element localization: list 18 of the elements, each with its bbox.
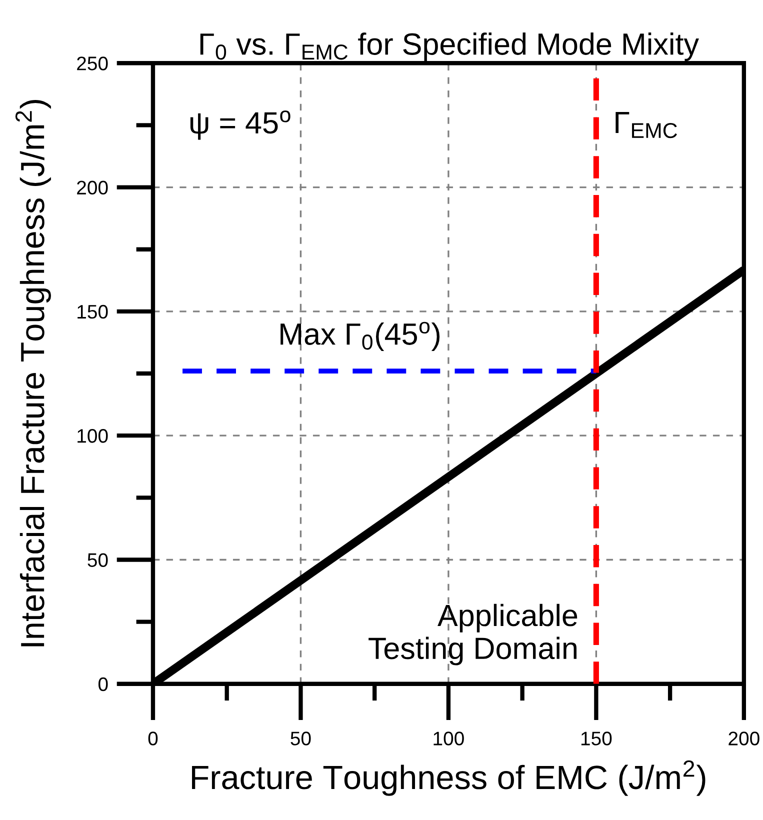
y-tick-label: 0 <box>98 677 108 692</box>
annotation: Applicable Testing Domain <box>368 604 578 666</box>
x-tick-label: 0 <box>148 732 158 746</box>
annotation: Max Γ$_{0}$(45$^{o}$) <box>280 322 440 351</box>
chart-title: Γ$_{0}$ vs. Γ$_{EMC}$ for Specified Mode Mixity <box>200 32 699 61</box>
x-tick-label: 100 <box>434 732 464 746</box>
x-axis-title: Fracture Toughness of EMC (J/m$^{2}$) <box>192 760 706 796</box>
y-tick-label: 200 <box>77 180 108 195</box>
y-tick-label: 150 <box>78 304 108 319</box>
ref-line-label: Γ$_{EMC}$ <box>616 112 677 138</box>
x-tick-label: 200 <box>728 732 760 746</box>
y-tick-label: 100 <box>78 429 108 443</box>
y-tick-label: 50 <box>88 553 108 567</box>
annotation: ψ = 45$^{o}$ <box>190 110 290 140</box>
y-axis-title: Interfacial Fracture Toughness (J/m$^{2}$) <box>15 100 51 646</box>
y-tick-label: 250 <box>77 56 108 70</box>
x-tick-label: 50 <box>290 732 311 746</box>
x-tick-label: 150 <box>581 732 612 746</box>
